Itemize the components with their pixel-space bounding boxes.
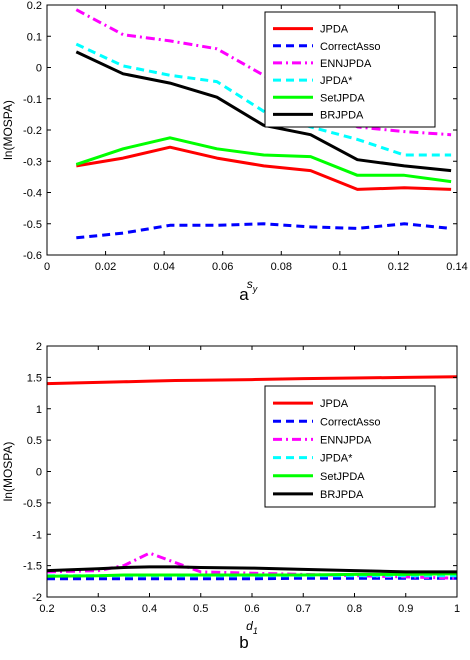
legend-entry-label: ENNJPDA (320, 58, 372, 70)
legend-entry-label: CorrectAsso (320, 41, 381, 53)
y-tick-label: 0 (36, 63, 42, 75)
x-tick-label: 0.08 (271, 261, 292, 273)
x-tick-label: 0.1 (332, 261, 347, 273)
legend-box (264, 385, 436, 508)
x-tick-label: 0 (44, 261, 50, 273)
y-tick-label: -2 (32, 592, 42, 604)
y-tick-label: -0.5 (23, 498, 42, 510)
x-tick-label: 0.4 (142, 603, 157, 615)
x-tick-label: 0.5 (193, 603, 208, 615)
x-tick-label: 0.14 (446, 261, 467, 273)
y-tick-label: -0.4 (23, 188, 42, 200)
x-tick-label: 0.6 (244, 603, 259, 615)
chart-panel-a: 0 0.02 0.04 0.06 0.08 0.1 0.12 0.14 -0.6 -0.5 -0.4… (1, 0, 468, 304)
y-axis-label: ln(MOSPA) (1, 442, 15, 502)
y-tick-label: -0.6 (23, 250, 42, 262)
y-tick-label: 1.5 (27, 372, 42, 384)
legend-entry-label: BRJPDA (320, 489, 364, 501)
x-tick-label: 0.06 (212, 261, 233, 273)
panel-label: b (239, 633, 248, 652)
x-axis-label: sy (247, 277, 258, 294)
x-tick-label: 1 (454, 603, 460, 615)
legend-box (264, 11, 436, 128)
x-axis-label-subscript: y (252, 284, 258, 294)
legend-entry-label: ENNJPDA (320, 434, 372, 446)
panel-label: a (239, 285, 249, 304)
series-line-jpda (47, 375, 457, 386)
legend: JPDA CorrectAsso ENNJPDA JPDA* SetJPDA BRJPDA (264, 11, 436, 128)
x-axis-label-subscript: 1 (253, 626, 258, 636)
x-tick-label: 0.2 (39, 603, 54, 615)
series-line-setjpda (75, 136, 452, 184)
y-tick-label: -0.1 (23, 94, 42, 106)
x-tick-label: 0.3 (91, 603, 106, 615)
legend-entry-label: JPDA* (320, 453, 353, 465)
legend-entry-label: JPDA (320, 398, 349, 410)
series-group (47, 375, 457, 581)
y-tick-label: -0.3 (23, 156, 42, 168)
legend-entry-label: SetJPDA (320, 471, 365, 483)
series-line-correctasso (47, 576, 457, 581)
series-line-jpda (76, 145, 452, 191)
y-tick-label: 1 (36, 404, 42, 416)
legend: JPDA CorrectAsso ENNJPDA JPDA* SetJPDA BRJPDA (264, 385, 436, 508)
y-tick-label: -1 (32, 529, 42, 541)
y-tick-label: -1.5 (23, 561, 42, 573)
series-line-correctasso (76, 222, 452, 240)
x-tick-label: 0.7 (296, 603, 311, 615)
series-line-brjpda (75, 50, 452, 173)
x-tick-label: 0.9 (398, 603, 413, 615)
legend-entry-label: JPDA* (320, 75, 353, 87)
chart-panel-b: 0.2 0.3 0.4 0.5 0.6 0.7 0.8 0.9 1 -2 -1.5 -1 -0.5 0 0.… (1, 341, 460, 652)
y-tick-label: 0 (36, 467, 42, 479)
x-tick-label: 0.02 (95, 261, 116, 273)
legend-entry-label: JPDA (320, 24, 349, 36)
y-tick-label: 2 (36, 341, 42, 353)
series-group (75, 8, 452, 240)
x-tick-label: 0.04 (153, 261, 174, 273)
legend-entry-label: CorrectAsso (320, 416, 381, 428)
legend-entry-label: BRJPDA (320, 109, 364, 121)
y-tick-label: -0.2 (23, 125, 42, 137)
series-line-brjpda (47, 565, 457, 574)
legend-entry-label: SetJPDA (320, 92, 365, 104)
series-line-setjpda (47, 572, 457, 578)
x-tick-label: 0.12 (388, 261, 409, 273)
series-line-ennjpda (47, 551, 457, 580)
y-tick-label: 0.1 (27, 31, 42, 43)
x-tick-label: 0.8 (347, 603, 362, 615)
x-axis-label: d1 (246, 619, 258, 636)
series-line-jpda (75, 42, 452, 157)
y-tick-label: 0.5 (27, 435, 42, 447)
y-tick-label: -0.5 (23, 219, 42, 231)
y-tick-label: 0.2 (27, 0, 42, 12)
y-axis-label: ln(MOSPA) (1, 100, 15, 160)
